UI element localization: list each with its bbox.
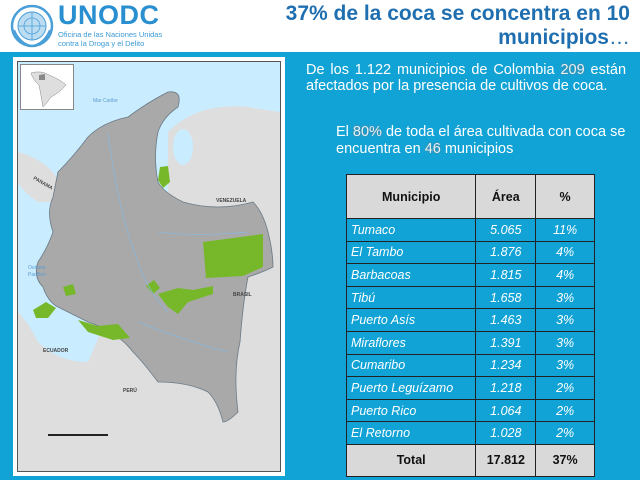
south-america-inset-map: [20, 64, 74, 110]
table-row: Miraflores 1.391 3%: [345, 330, 595, 355]
area-cell: 1.218: [475, 376, 537, 400]
svg-text:ECUADOR: ECUADOR: [43, 348, 69, 354]
table-header-row: Municipio Área %: [345, 174, 595, 219]
svg-text:Pacífico: Pacífico: [28, 272, 46, 278]
svg-text:BRASIL: BRASIL: [233, 292, 252, 298]
municipio-cell: Barbacoas: [345, 263, 477, 287]
municipio-cell: Tumaco: [345, 218, 477, 242]
percent-cell: 3%: [535, 353, 595, 378]
percent-cell: 2%: [535, 398, 595, 423]
table-row: Tibú 1.658 3%: [345, 285, 595, 310]
svg-text:VENEZUELA: VENEZUELA: [216, 198, 247, 204]
municipio-cell: Puerto Rico: [345, 398, 477, 423]
percent-cell: 3%: [535, 285, 595, 310]
colombia-coca-map: Mar Caribe Océano Pacífico VENEZUELA PAN…: [17, 61, 281, 472]
area-cell: 1.391: [475, 330, 537, 355]
map-graphic: Mar Caribe Océano Pacífico VENEZUELA PAN…: [18, 91, 280, 471]
summary-text: El: [336, 124, 353, 140]
cumaribo-region: [203, 234, 263, 278]
summary-text: de toda el área cultivada con coca se en…: [336, 124, 626, 157]
area-cell: 1.658: [475, 285, 537, 310]
intro-text: están afectados por la presencia de cult…: [306, 62, 627, 94]
header: UNODC Oficina de las Naciones Unidas con…: [0, 0, 640, 52]
page-title: 37% de la coca se concentra en 10 munici…: [250, 2, 630, 50]
table-row: El Tambo 1.876 4%: [345, 240, 595, 265]
logo-subtitle-line2: contra la Droga y el Delito: [58, 39, 145, 48]
table-row: Cumaribo 1.234 3%: [345, 353, 595, 378]
table-row: Puerto Leguízamo 1.218 2%: [345, 376, 595, 400]
svg-text:Océano: Océano: [28, 265, 46, 271]
miraflores-region: [158, 286, 213, 314]
tibu-region: [158, 166, 170, 188]
table-row: Puerto Rico 1.064 2%: [345, 398, 595, 423]
total-label: Total: [345, 443, 477, 477]
area-cell: 1.028: [475, 421, 537, 445]
municipio-cell: Miraflores: [345, 330, 477, 355]
puerto-rico-region: [146, 280, 160, 294]
municipalities-table: Municipio Área % Tumaco 5.065 11% El Tambo…: [345, 174, 595, 477]
municipio-cell: Tibú: [345, 285, 477, 310]
intro-paragraph: De los 1.122 municipios de Colombia 209 …: [306, 62, 626, 94]
percent-cell: 11%: [535, 218, 595, 242]
un-emblem-icon: [10, 4, 54, 48]
area-percent: 80%: [352, 124, 382, 140]
area-cell: 1.876: [475, 240, 537, 265]
tumaco-region: [33, 302, 56, 318]
total-area: 17.812: [475, 443, 537, 477]
table-total-row: Total 17.812 37%: [345, 443, 595, 477]
area-cell: 1.064: [475, 398, 537, 423]
summary-text: municipios: [440, 141, 514, 157]
percent-cell: 3%: [535, 308, 595, 332]
percent-cell: 3%: [535, 330, 595, 355]
percent-cell: 4%: [535, 240, 595, 265]
area-cell: 1.234: [475, 353, 537, 378]
municipio-cell: Cumaribo: [345, 353, 477, 378]
area-cell: 1.463: [475, 308, 537, 332]
svg-text:PERÚ: PERÚ: [123, 387, 137, 394]
intro-text: De los 1.122 municipios de Colombia: [306, 62, 561, 78]
table-row: Tumaco 5.065 11%: [345, 218, 595, 242]
content-panel: Mar Caribe Océano Pacífico VENEZUELA PAN…: [0, 52, 640, 480]
affected-municipalities-count: 209: [560, 62, 585, 78]
table-row: El Retorno 1.028 2%: [345, 421, 595, 445]
column-header-area: Área: [475, 174, 537, 219]
logo-subtitle: Oficina de las Naciones Unidas contra la…: [58, 30, 162, 48]
municipio-cell: Puerto Asís: [345, 308, 477, 332]
el-tambo-region: [63, 284, 76, 296]
column-header-percent: %: [535, 174, 595, 219]
puerto-leguizamo-region: [78, 320, 130, 340]
area-cell: 5.065: [475, 218, 537, 242]
percent-cell: 2%: [535, 376, 595, 400]
percent-cell: 4%: [535, 263, 595, 287]
percent-cell: 2%: [535, 421, 595, 445]
area-cell: 1.815: [475, 263, 537, 287]
municipio-cell: El Retorno: [345, 421, 477, 445]
total-percent: 37%: [535, 443, 595, 477]
title-text: 37% de la coca se concentra en 10 munici…: [285, 2, 630, 49]
map-frame: Mar Caribe Océano Pacífico VENEZUELA PAN…: [13, 57, 285, 476]
logo-subtitle-line1: Oficina de las Naciones Unidas: [58, 30, 163, 39]
logo-wordmark: UNODC: [58, 0, 160, 30]
municipalities-count: 46: [424, 141, 441, 157]
summary-paragraph: El 80% de toda el área cultivada con coc…: [336, 124, 626, 158]
column-header-municipio: Municipio: [345, 174, 477, 219]
municipio-cell: Puerto Leguízamo: [345, 376, 477, 400]
table-row: Puerto Asís 1.463 3%: [345, 308, 595, 332]
svg-text:Mar Caribe: Mar Caribe: [93, 98, 118, 104]
title-ellipsis: …: [609, 26, 630, 49]
table-row: Barbacoas 1.815 4%: [345, 263, 595, 287]
municipio-cell: El Tambo: [345, 240, 477, 265]
